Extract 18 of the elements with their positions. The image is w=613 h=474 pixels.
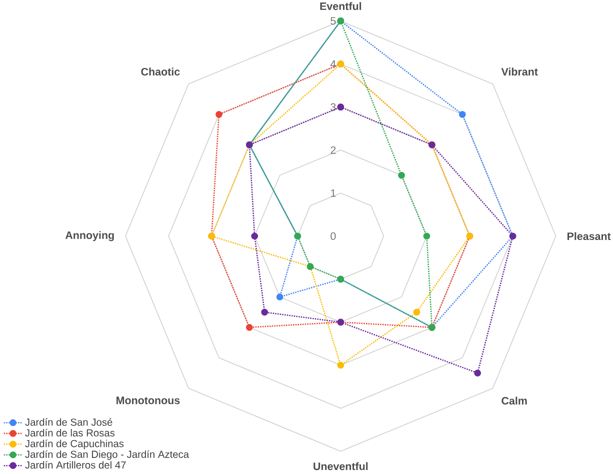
spoke-label: Annoying xyxy=(65,230,114,241)
spoke-label: Monotonous xyxy=(116,396,180,404)
legend-label: Jardín de Capuchinas xyxy=(25,439,124,450)
spoke-label: Calm xyxy=(502,396,527,404)
spoke-label: Eventful xyxy=(320,2,362,10)
y-tick-label: 4 xyxy=(330,60,336,68)
spoke-label: Pleasant xyxy=(567,232,611,240)
legend-label: Jardín de las Rosas xyxy=(25,428,115,436)
y-tick-label: 0 xyxy=(330,232,336,240)
spoke-label: Vibrant xyxy=(501,67,538,76)
legend-label: Jardín Artilleros del 47 xyxy=(25,460,126,468)
spoke-label: Uneventful xyxy=(314,462,368,470)
legend-label: Jardín de San José xyxy=(25,418,112,426)
y-tick-label: 5 xyxy=(330,17,336,25)
legend-label: Jardín de San Diego - Jardín Azteca xyxy=(25,450,190,460)
y-tick-label: 2 xyxy=(330,146,336,154)
y-tick-label: 1 xyxy=(331,189,336,197)
spoke-label: Chaotic xyxy=(141,67,180,76)
